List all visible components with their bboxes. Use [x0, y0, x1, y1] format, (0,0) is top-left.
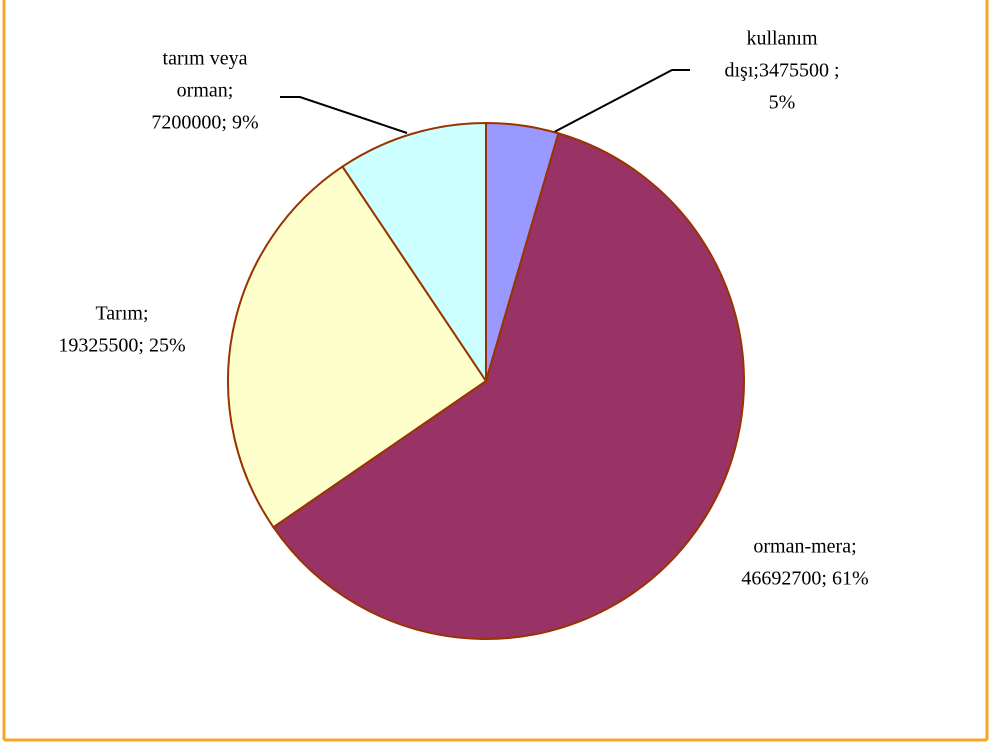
pie-slice: [341, 121, 487, 385]
data-label: 5%: [769, 92, 796, 114]
pie-slice: [272, 132, 745, 640]
data-label: kullanım: [746, 28, 818, 50]
data-label: dışı;3475500 ;: [724, 60, 839, 82]
data-label: orman-mera;: [753, 536, 856, 558]
leader-line: [519, 69, 690, 151]
data-label: Tarım;: [95, 303, 148, 325]
leader-line: [280, 96, 408, 134]
data-label: 46692700; 61%: [741, 568, 868, 590]
data-label: 7200000; 9%: [151, 112, 258, 134]
pie-slice: [227, 165, 488, 529]
data-label: tarım veya: [163, 48, 248, 70]
data-label: 19325500; 25%: [58, 335, 185, 357]
data-label: orman;: [177, 80, 234, 102]
